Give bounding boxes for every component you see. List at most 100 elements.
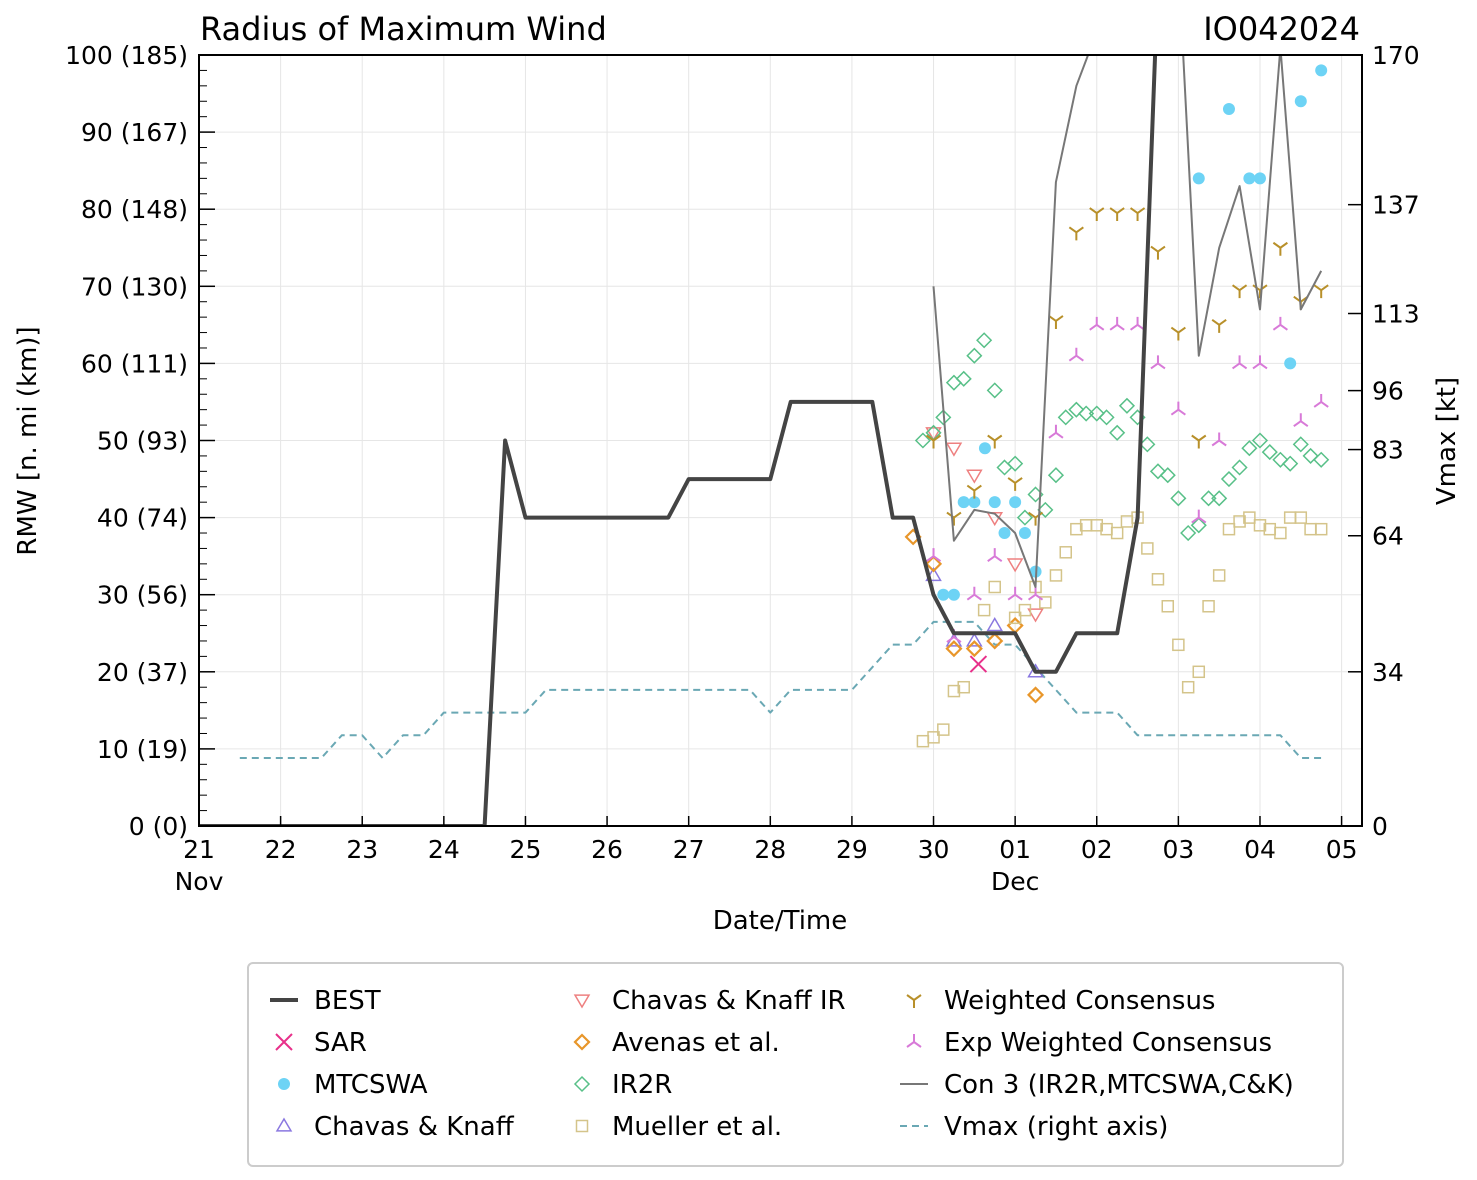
marker-shape [925, 548, 942, 562]
marker-shape [927, 731, 940, 744]
legend-label: Chavas & Knaff IR [612, 986, 846, 1016]
point-exp-weighted-consensus [1272, 316, 1288, 331]
y2-tick-label: 96 [1372, 377, 1404, 406]
point-ir2r [1261, 444, 1278, 461]
point-mtcswa [998, 527, 1011, 540]
point-mueller-et-al [1018, 603, 1032, 617]
point-exp-weighted-consensus [1007, 586, 1023, 601]
marker-shape [1118, 397, 1136, 414]
marker-shape [1192, 665, 1206, 679]
legend-label: Weighted Consensus [944, 986, 1215, 1016]
marker-shape [1191, 509, 1207, 524]
marker-shape [1272, 316, 1288, 331]
marker-shape [1089, 207, 1105, 222]
legend-swatch [906, 994, 922, 1008]
point-exp-weighted-consensus [1231, 355, 1248, 370]
point-ir2r [1007, 455, 1024, 472]
legend-swatch [573, 994, 591, 1009]
marker-shape [1110, 526, 1124, 540]
point-ir2r [1098, 409, 1115, 426]
point-mueller-et-al [988, 580, 1001, 594]
marker-shape [1027, 586, 1044, 601]
point-mueller-et-al [1090, 519, 1104, 532]
point-mtcswa [1018, 527, 1031, 540]
x-axis-label: Date/Time [713, 906, 848, 936]
point-weighted-consensus [946, 511, 962, 526]
point-mueller-et-al [957, 680, 970, 694]
point-weighted-consensus [1191, 434, 1207, 449]
point-exp-weighted-consensus [987, 548, 1003, 562]
marker-shape [1284, 357, 1297, 370]
point-ir2r [1109, 424, 1126, 441]
point-avenas-et-al [924, 555, 943, 573]
point-mueller-et-al [1161, 600, 1175, 613]
marker-shape [986, 382, 1003, 399]
x-tick-label: 01 [999, 835, 1031, 864]
marker-shape [1272, 241, 1288, 256]
x-tick-month: Dec [991, 867, 1039, 896]
marker-shape [987, 434, 1003, 449]
marker-shape [965, 640, 983, 658]
marker-shape [1172, 638, 1185, 652]
point-ir2r [1047, 467, 1065, 484]
point-mueller-et-al [1202, 600, 1215, 613]
marker-shape [1170, 326, 1186, 341]
marker-shape [1057, 409, 1074, 426]
marker-shape [1222, 522, 1236, 536]
point-ir2r [1211, 490, 1228, 507]
point-ir2r [1292, 436, 1309, 453]
legend-item: SAR [275, 1028, 367, 1058]
marker-shape [1315, 64, 1328, 77]
marker-shape [1007, 455, 1024, 472]
point-mueller-et-al [1172, 638, 1185, 652]
x-tick-label: 22 [265, 835, 297, 864]
point-avenas-et-al [1026, 686, 1045, 704]
marker-shape [1149, 463, 1167, 480]
point-ir2r [1272, 451, 1289, 468]
legend-item: Vmax (right axis) [900, 1112, 1168, 1142]
marker-shape [947, 588, 960, 601]
marker-shape [1190, 517, 1207, 534]
marker-shape [1202, 600, 1215, 613]
marker-shape [1129, 207, 1146, 222]
point-weighted-consensus [1129, 207, 1146, 222]
marker-shape [1068, 347, 1084, 362]
legend-swatch [275, 1117, 293, 1132]
marker-shape [1212, 569, 1226, 582]
point-mueller-et-al [1070, 522, 1083, 536]
point-mueller-et-al [1141, 542, 1154, 555]
marker-shape [945, 640, 963, 658]
marker-shape [1181, 680, 1195, 694]
marker-shape [966, 469, 983, 484]
marker-shape [1078, 405, 1095, 422]
marker-shape [1200, 490, 1217, 507]
marker-shape [966, 347, 983, 364]
point-mtcswa [1253, 172, 1266, 185]
point-mtcswa [1243, 172, 1256, 185]
marker-shape [1272, 451, 1289, 468]
marker-shape [575, 1119, 589, 1133]
point-ir2r [1170, 490, 1187, 507]
marker-shape [1150, 355, 1166, 370]
point-exp-weighted-consensus [1089, 316, 1105, 331]
point-ir2r [976, 332, 993, 349]
marker-shape [1292, 436, 1309, 453]
y2-axis-label: Vmax [kt] [1432, 377, 1462, 505]
point-weighted-consensus [1211, 319, 1227, 333]
marker-shape [573, 994, 591, 1009]
point-ir2r [1282, 455, 1299, 472]
marker-shape [998, 527, 1011, 540]
x-tick-label: 25 [510, 835, 542, 864]
marker-shape [988, 496, 1001, 509]
x-tick-label: 29 [836, 835, 868, 864]
chart-title: Radius of Maximum Wind [200, 10, 607, 48]
legend-item: Exp Weighted Consensus [906, 1028, 1272, 1058]
point-mueller-et-al [1049, 569, 1063, 582]
marker-shape [937, 588, 950, 601]
y-tick-label: 10 (19) [97, 735, 188, 764]
marker-shape [1170, 401, 1186, 416]
point-ir2r [955, 370, 972, 387]
marker-shape [1150, 245, 1166, 260]
marker-shape [1231, 284, 1248, 299]
